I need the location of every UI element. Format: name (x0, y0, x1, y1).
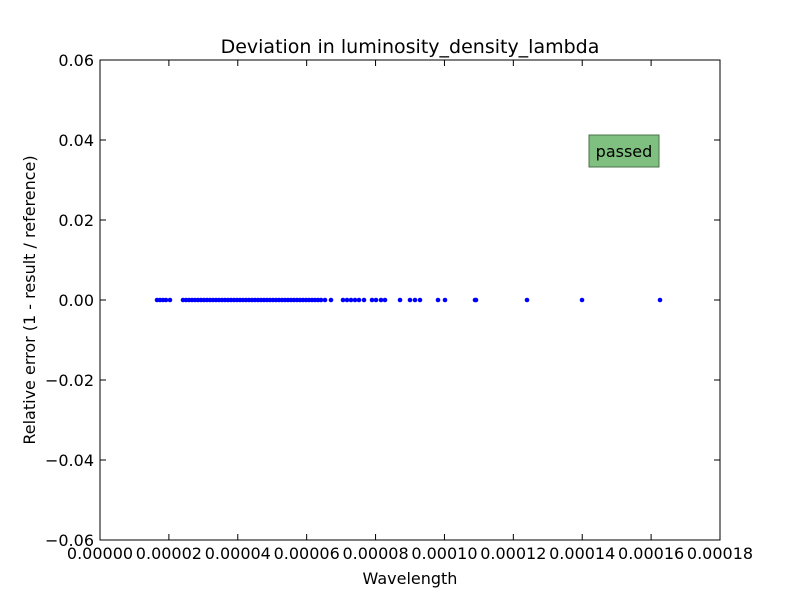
data-point (328, 297, 334, 303)
y-tick-label: 0.06 (58, 51, 94, 70)
x-tick-label: 0.00008 (342, 544, 408, 563)
status-annotation: passed (588, 134, 660, 168)
plot-frame (99, 59, 721, 541)
y-tick-label: 0.02 (58, 211, 94, 230)
data-point (373, 297, 379, 303)
data-point (524, 297, 530, 303)
data-point (163, 297, 169, 303)
y-tick-label: −0.02 (45, 371, 94, 390)
y-tick-label: −0.06 (45, 531, 94, 550)
data-point (340, 297, 346, 303)
data-point (407, 297, 413, 303)
data-point (397, 297, 403, 303)
x-tick-label: 0.00018 (687, 544, 753, 563)
x-tick-label: 0.00010 (411, 544, 477, 563)
data-point (657, 297, 663, 303)
data-point (579, 297, 585, 303)
x-tick-label: 0.00012 (480, 544, 546, 563)
data-point (412, 297, 418, 303)
x-tick-label: 0.00016 (618, 544, 684, 563)
data-point (435, 297, 441, 303)
x-tick-label: 0.00014 (549, 544, 615, 563)
y-tick-label: 0.00 (58, 291, 94, 310)
x-tick-label: 0.00006 (274, 544, 340, 563)
x-axis-label: Wavelength (363, 569, 458, 588)
data-point (417, 297, 423, 303)
x-tick-label: 0.00002 (136, 544, 202, 563)
data-point (382, 297, 388, 303)
data-point (473, 297, 479, 303)
y-tick-label: 0.04 (58, 131, 94, 150)
data-point (348, 297, 354, 303)
data-point (378, 297, 384, 303)
data-point (442, 297, 448, 303)
x-tick-label: 0.00000 (67, 544, 133, 563)
data-point (369, 297, 375, 303)
data-point (352, 297, 358, 303)
data-point (344, 297, 350, 303)
data-point (322, 297, 328, 303)
status-annotation-box (588, 134, 660, 168)
ticks: 0.00000 0.00002 0.00004 0.00006 0.00008 0.000… (45, 51, 753, 563)
status-annotation-text: passed (596, 142, 653, 161)
y-axis-label: Relative error (1 - result / reference) (20, 155, 39, 444)
data-point (361, 297, 367, 303)
chart-title: Deviation in luminosity_density_lambda (221, 36, 600, 58)
data-points (154, 297, 663, 303)
data-point (318, 297, 324, 303)
y-tick-label: −0.04 (45, 451, 94, 470)
x-tick-label: 0.00004 (205, 544, 271, 563)
data-point (356, 297, 362, 303)
data-point (167, 297, 173, 303)
